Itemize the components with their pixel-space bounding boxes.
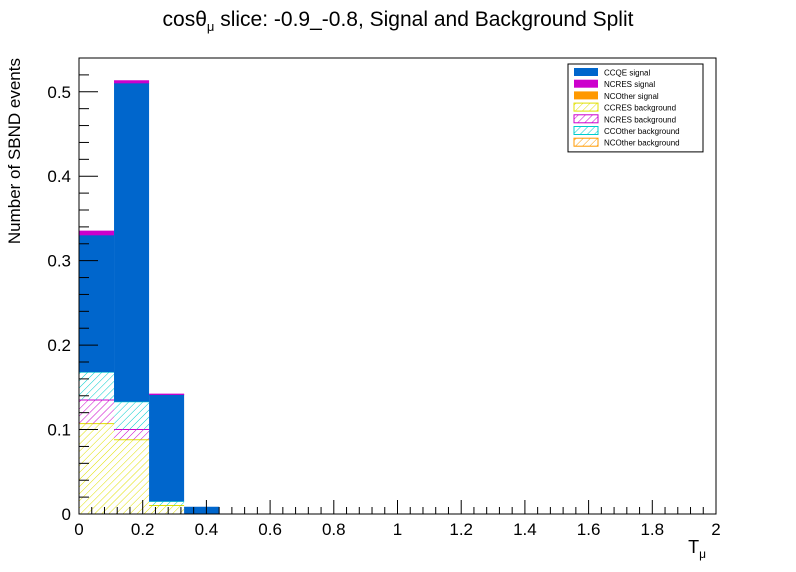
bar-ncres-signal-bin-0 bbox=[79, 231, 115, 236]
legend-swatch-ncres-background bbox=[573, 114, 599, 124]
x-tick-label: 2 bbox=[711, 520, 720, 539]
bar-ccother-background-bin-1 bbox=[114, 401, 150, 430]
y-tick-label: 0.2 bbox=[47, 336, 71, 355]
legend-label-ncother-signal: NCOther signal bbox=[604, 92, 659, 101]
x-tick-label: 0.4 bbox=[195, 520, 219, 539]
title-suffix: slice: -0.9_-0.8, Signal and Background … bbox=[214, 8, 634, 31]
histogram-bars bbox=[79, 80, 220, 514]
legend-swatch-ncother-signal bbox=[574, 91, 598, 100]
x-tick-label: 1.6 bbox=[577, 520, 601, 539]
bar-ccother-background-bin-2 bbox=[149, 501, 185, 506]
bar-ccqe-signal-bin-3 bbox=[184, 507, 220, 514]
legend-label-ccres-background: CCRES background bbox=[604, 104, 676, 113]
y-tick-label: 0 bbox=[62, 505, 71, 524]
legend-swatch-ccother-background bbox=[573, 126, 599, 135]
title-prefix: cosθ bbox=[162, 8, 207, 31]
legend-label-ccqe-signal: CCQE signal bbox=[604, 69, 650, 78]
legend-swatch-ncres-signal bbox=[574, 79, 598, 88]
legend-box bbox=[567, 63, 704, 153]
x-tick-label: 0.6 bbox=[258, 520, 282, 539]
bar-ccres-background-bin-1 bbox=[114, 439, 150, 514]
bar-ccqe-signal-bin-2 bbox=[149, 394, 185, 502]
legend-swatch-ncother-background bbox=[573, 137, 599, 147]
legend-label-ccother-background: CCOther background bbox=[604, 127, 680, 136]
x-axis-label-sub: μ bbox=[699, 547, 706, 561]
bar-ncres-signal-bin-1 bbox=[114, 80, 150, 84]
bar-ccqe-signal-bin-1 bbox=[114, 83, 150, 402]
x-tick-label: 0.2 bbox=[131, 520, 155, 539]
x-axis-label: Tμ bbox=[688, 537, 706, 561]
x-tick-label: 1 bbox=[393, 520, 402, 539]
legend-swatch-ccqe-signal bbox=[574, 68, 598, 76]
legend-label-ncres-background: NCRES background bbox=[604, 115, 676, 124]
x-tick-label: 1.8 bbox=[640, 520, 664, 539]
y-tick-label: 0.1 bbox=[47, 421, 71, 440]
x-axis: 0 0.2 0.4 0.6 0.8 1 1.2 1.4 1.6 1.8 2 bbox=[74, 500, 721, 539]
bar-ncres-background-bin-1 bbox=[114, 429, 150, 440]
legend-swatch-ccres-background bbox=[573, 102, 599, 112]
x-tick-label: 1.4 bbox=[513, 520, 537, 539]
x-tick-label: 0 bbox=[74, 520, 83, 539]
chart-title: cosθμ slice: -0.9_-0.8, Signal and Backg… bbox=[0, 8, 796, 34]
x-tick-label: 0.8 bbox=[322, 520, 346, 539]
y-tick-label: 0.5 bbox=[47, 83, 71, 102]
y-tick-label: 0.4 bbox=[47, 167, 71, 186]
y-axis: 0 0.1 0.2 0.3 0.4 0.5 bbox=[47, 57, 98, 524]
legend-label-ncother-background: NCOther background bbox=[604, 139, 680, 148]
legend-label-ncres-signal: NCRES signal bbox=[604, 80, 655, 89]
y-axis-label: Number of SBND events bbox=[5, 58, 24, 244]
legend: CCQE signal NCRES signal NCOther signal CCR… bbox=[567, 63, 704, 153]
x-axis-label-main: T bbox=[688, 537, 699, 557]
bar-ncres-background-bin-0 bbox=[79, 400, 115, 424]
bar-ccqe-signal-bin-0 bbox=[79, 235, 115, 373]
title-subscript: μ bbox=[206, 19, 215, 35]
bar-ccres-background-bin-0 bbox=[79, 423, 115, 514]
x-tick-label: 1.2 bbox=[449, 520, 473, 539]
bar-ccres-background-bin-2 bbox=[149, 505, 185, 514]
y-tick-label: 0.3 bbox=[47, 252, 71, 271]
